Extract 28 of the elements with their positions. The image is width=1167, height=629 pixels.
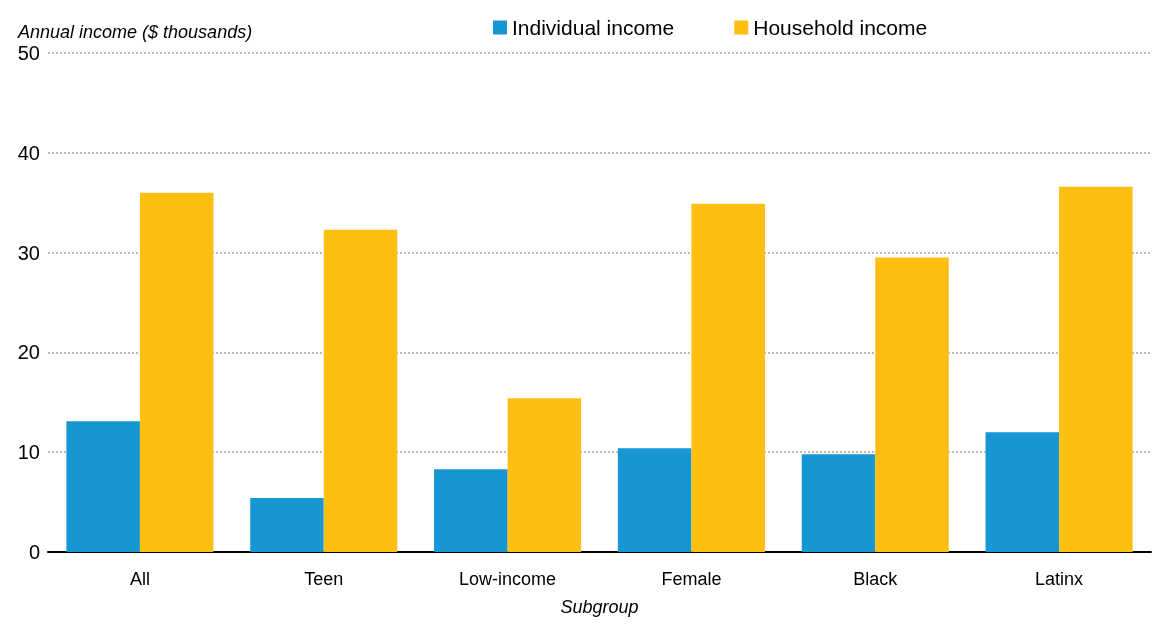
bar	[801, 454, 876, 552]
y-tick-label: 0	[28, 541, 40, 563]
bar	[434, 469, 508, 552]
y-tick-label: 30	[17, 241, 40, 264]
bar	[139, 192, 214, 552]
legend-label: Household income	[753, 16, 928, 39]
bar	[1059, 186, 1133, 552]
legend-label: Individual income	[512, 16, 675, 39]
x-tick-label: Female	[661, 569, 722, 589]
x-axis-title: Subgroup	[560, 597, 639, 617]
y-tick-label: 10	[17, 441, 40, 464]
y-tick-label: 20	[17, 341, 40, 364]
bar	[323, 229, 398, 552]
bar	[250, 498, 324, 552]
bar	[507, 398, 582, 552]
bar	[66, 421, 140, 552]
x-tick-label: All	[129, 569, 150, 589]
y-tick-label: 40	[17, 141, 40, 164]
bar	[617, 448, 692, 552]
bar	[985, 432, 1060, 552]
bar	[691, 203, 765, 552]
x-tick-label: Latinx	[1035, 569, 1084, 589]
y-tick-label: 50	[17, 42, 40, 64]
bar	[875, 257, 949, 552]
x-tick-label: Low-income	[459, 569, 557, 589]
y-axis-title: Annual income ($ thousands)	[17, 22, 253, 42]
x-tick-label: Teen	[304, 569, 344, 589]
x-tick-label: Black	[853, 569, 899, 589]
